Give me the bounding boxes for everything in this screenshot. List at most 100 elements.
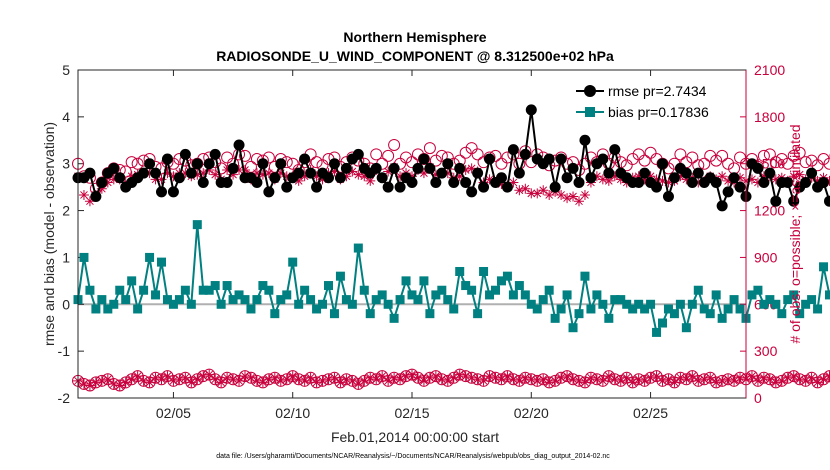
rmse-point <box>114 172 126 184</box>
obs-assimilated-point <box>603 175 614 186</box>
obs-possible-point <box>435 149 448 162</box>
bias-point <box>79 252 89 262</box>
legend-bias-label: bias pr=0.17836 <box>608 104 709 120</box>
rmse-point <box>161 153 173 165</box>
obs-assimilated-point <box>407 171 417 182</box>
bias-point <box>318 299 328 309</box>
rmse-point <box>495 172 507 184</box>
bias-point <box>395 295 405 305</box>
rmse-point <box>692 167 704 179</box>
obs-assimilated-low-point <box>216 377 227 388</box>
rmse-point <box>549 181 561 193</box>
obs-possible-point <box>632 148 645 161</box>
bias-point <box>145 252 155 262</box>
bias-point <box>747 290 757 300</box>
bias-point <box>646 299 656 309</box>
y-tick-label: 4 <box>62 109 70 125</box>
obs-assimilated-low-point <box>579 377 590 388</box>
obs-assimilated-low-point <box>651 371 662 382</box>
obs-assimilated-low-point <box>645 372 656 383</box>
rmse-point <box>275 158 287 170</box>
y-tick-label: 5 <box>62 62 70 78</box>
rmse-point <box>788 195 800 207</box>
obs-assimilated-point <box>329 166 340 177</box>
rmse-point <box>394 181 406 193</box>
bias-point <box>616 295 626 305</box>
bias-point <box>365 309 375 319</box>
bias-point <box>264 285 274 295</box>
obs-assimilated-low-point <box>758 372 769 383</box>
bias-point <box>294 299 304 309</box>
obs-possible-point <box>221 151 234 164</box>
obs-assimilated-point <box>579 189 590 200</box>
obs-assimilated-point <box>102 177 113 188</box>
obs-assimilated-low-point <box>120 377 131 388</box>
obs-assimilated-low-point <box>496 374 507 385</box>
rmse-point <box>472 167 484 179</box>
obs-assimilated-low-point <box>299 375 310 386</box>
obs-assimilated-point <box>210 169 221 180</box>
plot-background <box>78 70 746 398</box>
bias-point <box>192 220 202 230</box>
bias-point <box>270 309 280 319</box>
bias-point <box>431 290 441 300</box>
obs-assimilated-low-point <box>520 372 531 383</box>
obs-assimilated-point <box>317 174 328 185</box>
bias-point <box>568 323 578 333</box>
obs-possible-point <box>793 146 806 159</box>
obs-possible-point <box>698 157 711 170</box>
obs-possible-point <box>620 159 633 172</box>
bias-point <box>437 285 447 295</box>
bias-point <box>634 299 644 309</box>
y-tick-label: 2 <box>62 203 70 219</box>
bias-point <box>210 281 220 291</box>
obs-assimilated-low-point <box>538 374 549 385</box>
rmse-point <box>824 195 830 207</box>
obs-assimilated-point <box>735 172 746 183</box>
y-right-tick-label: 900 <box>754 249 778 265</box>
bias-point <box>777 309 787 319</box>
rmse-point <box>156 186 167 198</box>
obs-possible-point <box>811 159 824 172</box>
obs-assimilated-point <box>144 168 155 179</box>
rmse-point <box>96 176 108 188</box>
obs-assimilated-low-point <box>389 372 400 383</box>
obs-assimilated-point <box>466 163 477 174</box>
rmse-point <box>167 186 179 198</box>
rmse-point <box>800 176 812 188</box>
obs-possible-point <box>578 157 591 170</box>
obs-possible-point <box>370 148 383 161</box>
obs-assimilated-low-point <box>454 369 465 380</box>
rmse-point <box>507 144 519 156</box>
obs-assimilated-low-point <box>442 375 453 386</box>
rmse-point <box>382 181 394 193</box>
bias-point <box>687 299 697 309</box>
bias-point <box>502 271 512 281</box>
rmse-point <box>138 167 150 179</box>
rmse-point <box>442 158 454 170</box>
bias-point <box>449 304 459 314</box>
obs-assimilated-low-point <box>293 374 304 385</box>
rmse-point <box>323 172 334 184</box>
bias-point <box>341 295 351 305</box>
obs-assimilated-low-point <box>395 374 406 385</box>
rmse-point <box>293 167 305 179</box>
obs-assimilated-point <box>442 168 453 179</box>
obs-assimilated-low-point <box>210 374 221 385</box>
bias-point <box>377 290 387 300</box>
x-tick-label: 02/25 <box>633 405 668 421</box>
obs-assimilated-low-point <box>591 374 602 385</box>
obs-possible-point <box>310 156 323 169</box>
rmse-point <box>281 181 293 193</box>
obs-assimilated-low-point <box>84 380 95 391</box>
obs-assimilated-point <box>663 177 674 188</box>
obs-possible-point <box>638 154 651 167</box>
bias-point <box>729 295 739 305</box>
rmse-point <box>585 172 597 184</box>
obs-possible-point <box>286 157 299 170</box>
obs-assimilated-low-point <box>311 377 322 388</box>
obs-assimilated-low-point <box>478 375 489 386</box>
bias-point <box>628 304 638 314</box>
obs-assimilated-low-point <box>812 377 823 388</box>
obs-assimilated-point <box>293 175 304 186</box>
